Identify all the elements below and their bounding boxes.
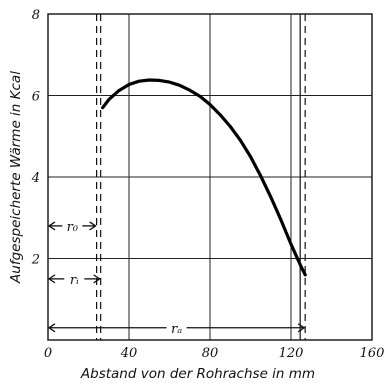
y-axis-label: Aufgespeicherte Wärme in Kcal (8, 71, 24, 284)
dimension-rᵢ: rᵢ (47, 273, 101, 288)
arrow-head (47, 274, 56, 284)
y-tick-label: 6 (32, 90, 40, 105)
arrow-head (93, 274, 101, 284)
y-tick-labels: 2 4 6 8 (31, 8, 40, 268)
dimension-r₀: r₀ (47, 220, 97, 235)
dimension-rₐ: rₐ (47, 322, 306, 337)
dimension-label: rₐ (171, 322, 182, 337)
reference-lines (95, 14, 306, 340)
arrow-head (89, 221, 97, 231)
y-tick-label: 4 (31, 171, 40, 186)
x-tick-label: 40 (120, 346, 138, 361)
dimension-arrows: r₀ rᵢ rₐ (47, 220, 306, 337)
y-tick-label: 8 (32, 8, 40, 23)
x-tick-labels: 0 40 80 120 160 (44, 346, 385, 361)
x-tick-label: 0 (44, 346, 52, 361)
x-tick-label: 160 (360, 346, 385, 361)
y-tick-label: 2 (31, 253, 40, 268)
x-tick-label: 120 (279, 346, 304, 361)
dimension-label: r₀ (67, 220, 79, 235)
arrow-head (297, 323, 306, 333)
x-axis-label: Abstand von der Rohrachse in mm (80, 366, 315, 382)
x-tick-label: 80 (202, 346, 219, 361)
arrow-head (47, 323, 56, 333)
grid (48, 14, 372, 340)
series-line (101, 78, 307, 277)
plot-frame (47, 13, 373, 341)
dimension-label: rᵢ (70, 273, 79, 288)
arrow-head (47, 221, 56, 231)
